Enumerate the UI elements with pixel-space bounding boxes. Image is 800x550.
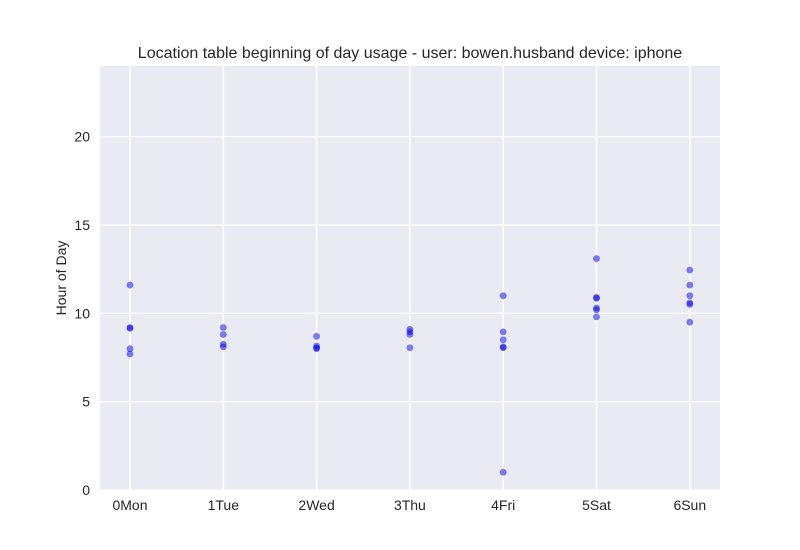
y-tick-label: 20 (74, 129, 90, 145)
data-point (219, 331, 227, 338)
y-tick-label: 15 (74, 217, 90, 233)
x-tick-label: 6Sun (673, 497, 706, 513)
data-point (499, 468, 507, 476)
data-point (219, 324, 227, 331)
data-point (126, 324, 134, 332)
y-axis-label: Hour of Day (53, 241, 69, 316)
grid-lines (100, 66, 720, 491)
x-tick-label: 0Mon (112, 497, 147, 513)
data-point (593, 255, 600, 262)
data-point (686, 292, 694, 300)
y-tick-label: 5 (82, 394, 90, 410)
x-tick-label: 3Thu (394, 497, 426, 513)
data-point (686, 281, 694, 289)
y-axis-ticks: 0 5 10 15 20 (74, 129, 90, 498)
data-point (686, 301, 694, 308)
data-point (126, 345, 134, 353)
x-axis-ticks: 0Mon 1Tue 2Wed 3Thu 4Fri 5Sat 6Sun (112, 497, 706, 513)
data-point (686, 318, 694, 326)
data-point (593, 313, 600, 321)
data-point (499, 336, 507, 344)
data-point (406, 344, 414, 352)
data-point (593, 294, 600, 302)
data-point (126, 281, 134, 289)
data-point (313, 345, 320, 353)
data-point (499, 328, 507, 336)
data-point (126, 350, 134, 358)
x-tick-label: 5Sat (582, 497, 611, 513)
data-point (499, 344, 507, 352)
data-point (593, 306, 600, 314)
data-point (499, 292, 507, 300)
x-tick-label: 1Tue (208, 497, 240, 513)
y-tick-label: 10 (74, 305, 90, 321)
chart-title: Location table beginning of day usage - … (138, 45, 683, 62)
x-tick-label: 2Wed (298, 497, 334, 513)
y-tick-label: 0 (82, 482, 90, 498)
data-point (406, 331, 414, 338)
data-points (126, 255, 694, 476)
data-point (686, 266, 694, 274)
x-tick-label: 4Fri (491, 497, 515, 513)
data-point (219, 343, 227, 351)
data-point (313, 332, 320, 340)
